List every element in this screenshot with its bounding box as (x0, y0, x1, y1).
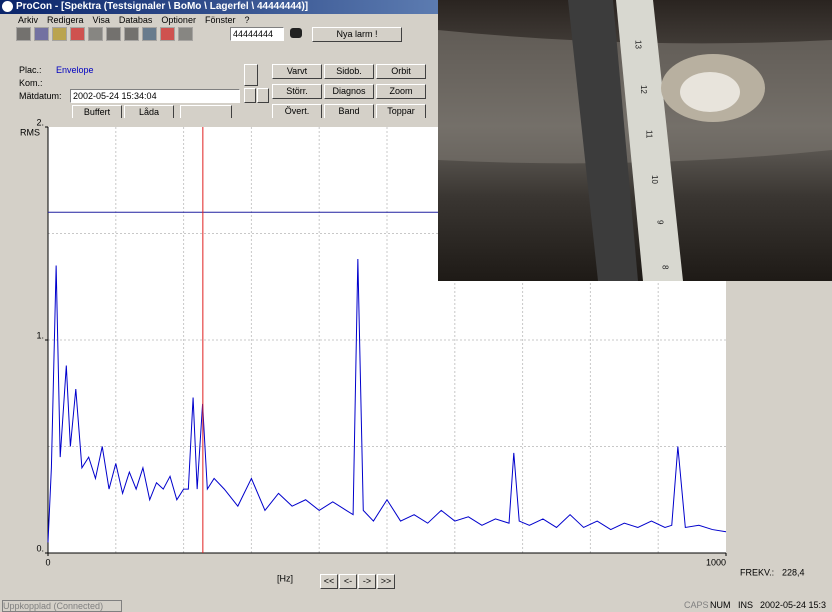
y-tick-label: 0. (36, 543, 44, 553)
status-num: NUM (710, 600, 731, 610)
function-button[interactable]: Toppar (376, 104, 426, 119)
tool-icon[interactable] (88, 27, 103, 41)
x-axis-label: [Hz] (277, 573, 293, 583)
tool-icon[interactable] (178, 27, 193, 41)
plac-label: Plac.: (19, 65, 42, 75)
window-title: ProCon - [Spektra (Testsignaler \ BoMo \… (16, 1, 308, 12)
next-date[interactable] (257, 88, 269, 103)
toolbar (16, 27, 193, 41)
tool-icon[interactable] (106, 27, 121, 41)
nav-button[interactable]: <- (339, 574, 357, 589)
y-axis-label: RMS (20, 127, 40, 137)
menu-item[interactable]: ? (244, 15, 249, 25)
plac-value: Envelope (56, 65, 94, 75)
function-button[interactable]: Övert. (272, 104, 322, 119)
prev-date[interactable] (244, 88, 256, 103)
x-tick-label: 1000 (706, 557, 726, 567)
ruler-label: 9 (655, 220, 664, 225)
nav-button[interactable]: >> (377, 574, 395, 589)
nav-button[interactable]: -> (358, 574, 376, 589)
app-icon (2, 1, 13, 12)
status-ins: INS (738, 600, 753, 610)
function-button[interactable]: Zoom (376, 84, 426, 99)
tool-icon[interactable] (52, 27, 67, 41)
readout-value: 228,4 (782, 567, 805, 577)
menu-item[interactable]: Redigera (47, 15, 84, 25)
spin-button[interactable] (244, 64, 258, 86)
x-tick-label: 0 (45, 557, 50, 567)
function-button[interactable]: Störr. (272, 84, 322, 99)
damage-core (680, 72, 740, 112)
tool-icon[interactable] (142, 27, 157, 41)
menu-item[interactable]: Databas (119, 15, 153, 25)
function-button[interactable]: Orbit (376, 64, 426, 79)
menu-bar: Arkiv Redigera Visa Databas Optioner Fönster? (18, 15, 249, 25)
bearing-photo: 13 12 11 10 9 8 (438, 0, 832, 281)
tool-icon[interactable] (124, 27, 139, 41)
ruler-label: 13 (634, 40, 643, 49)
search-icon[interactable] (290, 28, 302, 38)
app-window: {"window_title":"ProCon - [Spektra (Test… (0, 0, 832, 611)
tool-icon[interactable] (34, 27, 49, 41)
y-tick-label: 1. (36, 330, 44, 340)
date-label: Mätdatum: (19, 91, 62, 101)
status-caps: CAPS (684, 600, 709, 610)
function-button[interactable]: Varvt (272, 64, 322, 79)
tool-icon[interactable] (160, 27, 175, 41)
readout-label: FREKV.: (740, 567, 774, 577)
ruler-label: 8 (661, 265, 670, 270)
id-field[interactable]: 44444444 (230, 27, 284, 41)
tool-icon[interactable] (16, 27, 31, 41)
y-tick-label: 2. (36, 118, 44, 127)
function-button[interactable]: Diagnos (324, 84, 374, 99)
menu-item[interactable]: Fönster (205, 15, 236, 25)
status-datetime: 2002-05-24 15:3 (760, 600, 826, 610)
menu-item[interactable]: Arkiv (18, 15, 38, 25)
status-connection: Uppkopplad (Connected) (2, 600, 122, 612)
menu-item[interactable]: Visa (93, 15, 110, 25)
tool-icon[interactable] (70, 27, 85, 41)
date-field[interactable]: 2002-05-24 15:34:04 (70, 89, 240, 103)
menu-item[interactable]: Optioner (161, 15, 196, 25)
ruler-label: 11 (644, 130, 653, 139)
nav-button[interactable]: << (320, 574, 338, 589)
function-button[interactable]: Band (324, 104, 374, 119)
alarm-button[interactable]: Nya larm ! (312, 27, 402, 42)
function-button[interactable]: Sidob. (324, 64, 374, 79)
ruler-label: 10 (650, 175, 659, 184)
ruler-label: 12 (639, 85, 648, 94)
kom-label: Kom.: (19, 78, 43, 88)
